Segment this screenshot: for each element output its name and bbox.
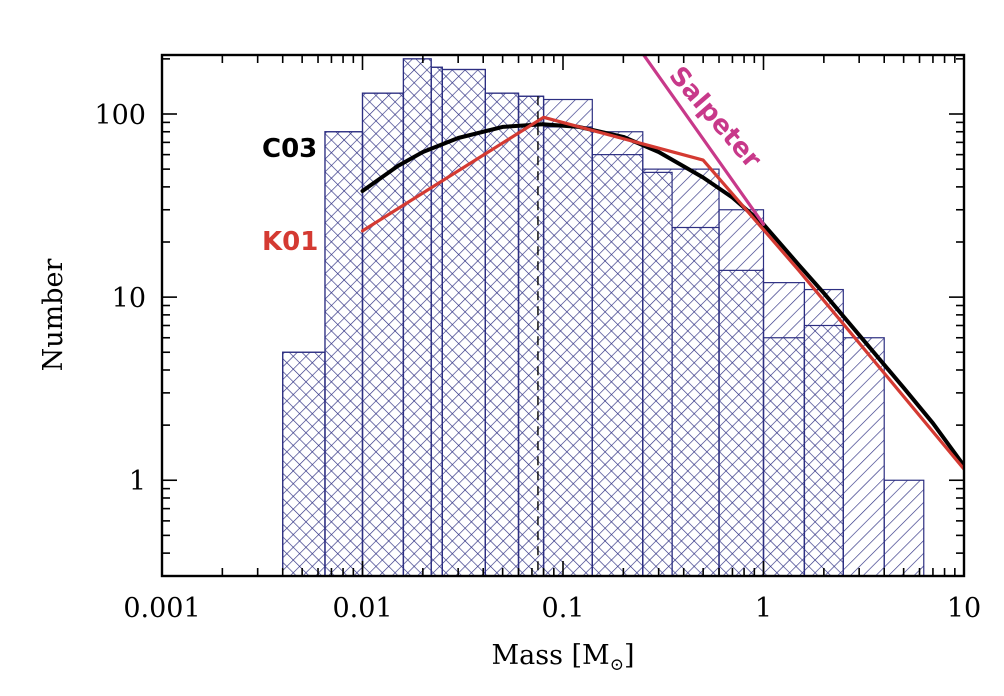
histogram-1-bin xyxy=(883,479,925,576)
y-tick-labels: 1 10 100 xyxy=(94,100,146,497)
histogram-2-bin xyxy=(282,351,326,576)
histogram-1-bin xyxy=(842,337,885,576)
y-tick-label: 1 xyxy=(129,466,146,497)
x-tick-label: 0.1 xyxy=(542,593,585,624)
histogram-layer xyxy=(282,58,925,576)
histogram-2-bin xyxy=(484,92,520,576)
histogram-2-bin xyxy=(591,154,644,576)
axis-ticks xyxy=(161,55,965,577)
x-tick-label: 0.01 xyxy=(332,593,392,624)
histogram-2-bin xyxy=(762,337,806,576)
histogram-2-bin xyxy=(517,95,545,576)
y-tick-label: 100 xyxy=(94,100,146,131)
y-axis-title: Number xyxy=(38,259,69,372)
x-tick-label: 1 xyxy=(755,593,772,624)
histogram-2-bin xyxy=(441,68,486,576)
x-tick-label: 0.001 xyxy=(123,593,200,624)
c03-curve xyxy=(360,122,964,468)
k01-curve xyxy=(360,115,964,471)
salpeter-curve xyxy=(641,55,766,226)
histogram-2-bin xyxy=(402,58,432,576)
histogram-2-bin xyxy=(361,92,405,576)
x-tick-label: 10 xyxy=(947,593,981,624)
k01-label: K01 xyxy=(262,227,318,257)
histogram-2-bin xyxy=(671,226,720,576)
histogram-2-bin xyxy=(803,324,844,576)
histogram-2-bin xyxy=(642,171,673,576)
x-tick-labels: 0.001 0.01 0.1 1 10 xyxy=(123,593,981,624)
x-axis-title: Mass [M⊙] xyxy=(491,640,634,675)
curves-layer xyxy=(360,55,964,471)
y-tick-label: 10 xyxy=(112,283,146,314)
c03-label: C03 xyxy=(262,134,317,164)
histogram-2-bin xyxy=(542,126,593,576)
histogram-2-bin xyxy=(718,269,765,576)
histogram-2-bin xyxy=(324,131,364,576)
